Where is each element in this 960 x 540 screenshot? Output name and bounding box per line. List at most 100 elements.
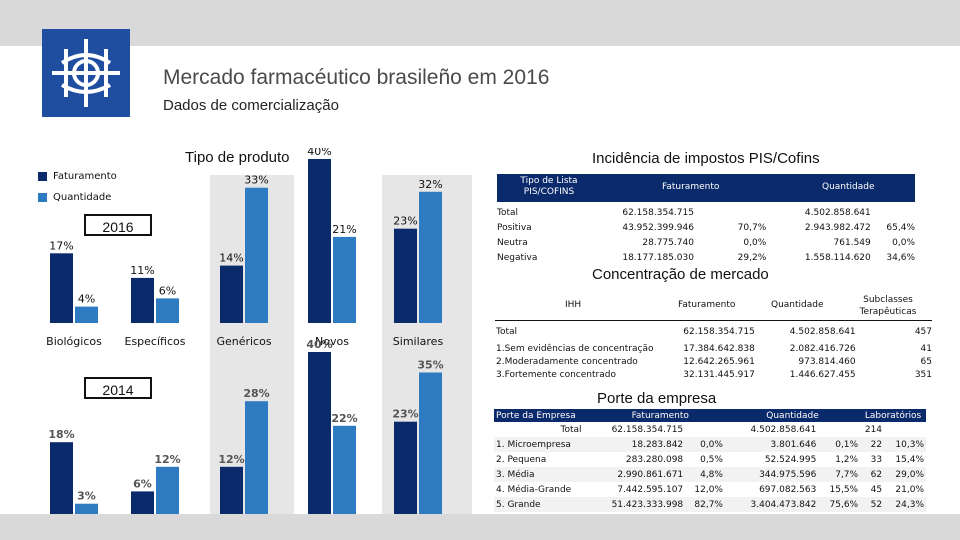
conc-row-faturamento: 32.131.445.917 bbox=[683, 369, 755, 380]
conc-row: 3.Fortemente concentrado 32.131.445.917 1.… bbox=[494, 368, 934, 381]
bar-data-label: 3% bbox=[77, 490, 96, 503]
pis-row-faturamento: 43.952.399.946 bbox=[622, 222, 694, 233]
bar-data-label: 17% bbox=[49, 239, 73, 252]
porte-row-label: 4. Média-Grande bbox=[496, 484, 572, 495]
porte-row-labs: 45 bbox=[870, 484, 883, 495]
conc-row-quantidade: 2.082.416.726 bbox=[789, 343, 856, 354]
legend-item-faturamento: Faturamento bbox=[38, 171, 117, 182]
conc-header-ihh: IHH bbox=[565, 300, 582, 310]
bar-data-label: 21% bbox=[332, 223, 356, 236]
top-band bbox=[0, 0, 960, 46]
bar-data-label: 40% bbox=[307, 148, 331, 158]
bar-data-label: 35% bbox=[417, 359, 443, 372]
legend-label-quantidade: Quantidade bbox=[53, 192, 112, 203]
bar-data-label: 40% bbox=[306, 338, 332, 351]
bar-2014-faturamento bbox=[308, 352, 331, 514]
porte-row: 1. Microempresa 18.283.842 0,0% 3.801.646 0,… bbox=[494, 437, 926, 452]
porte-row: Total 62.158.354.715 4.502.858.641 214 bbox=[494, 422, 926, 437]
pis-row: Total 62.158.354.715 4.502.858.641 bbox=[495, 205, 917, 220]
conc-row-subclasses: 351 bbox=[914, 369, 932, 380]
conc-header-subclasses: Subclasses Terapêuticas bbox=[859, 295, 917, 317]
conc-divider bbox=[495, 320, 932, 321]
bar-2014-faturamento bbox=[220, 466, 243, 514]
bar-2014-quantidade bbox=[419, 372, 442, 514]
pis-header-type: Tipo de Lista PIS/COFINS bbox=[520, 176, 578, 197]
pis-row-label: Positiva bbox=[497, 222, 532, 233]
porte-row-faturamento-pct bbox=[685, 422, 725, 437]
bar-data-label: 11% bbox=[130, 264, 154, 277]
porte-row-faturamento: 51.423.333.998 bbox=[611, 499, 684, 510]
conc-row-quantidade: 973.814.460 bbox=[798, 356, 856, 367]
bar-data-label: 4% bbox=[78, 293, 95, 306]
pis-header-faturamento: Faturamento bbox=[662, 182, 720, 192]
porte-row-labs: 52 bbox=[870, 499, 883, 510]
pis-row-quantidade: 4.502.858.641 bbox=[804, 207, 871, 218]
bar-data-label: 22% bbox=[331, 412, 357, 425]
pis-row-faturamento-pct: 0,0% bbox=[743, 237, 767, 248]
pis-row-quantidade: 1.558.114.620 bbox=[804, 252, 871, 263]
bar-data-label: 14% bbox=[219, 252, 243, 265]
porte-header-quantidade: Quantidade bbox=[724, 409, 861, 422]
bar-2016-faturamento bbox=[394, 228, 417, 323]
pis-row-faturamento-pct bbox=[696, 205, 768, 220]
conc-row-label: Total bbox=[496, 327, 518, 337]
pis-header-bar bbox=[497, 174, 915, 202]
pis-header-quantidade: Quantidade bbox=[822, 182, 875, 192]
porte-header-label: Porte da Empresa bbox=[494, 409, 596, 422]
legend-label-faturamento: Faturamento bbox=[53, 171, 117, 182]
bar-2014-faturamento bbox=[131, 491, 154, 514]
conc-title: Concentração de mercado bbox=[592, 266, 769, 283]
pis-row: Negativa 18.177.185.030 29,2% 1.558.114.620… bbox=[495, 250, 917, 265]
pis-row-label: Total bbox=[497, 207, 519, 218]
porte-row-quantidade: 52.524.995 bbox=[764, 454, 817, 465]
porte-row-faturamento: 18.283.842 bbox=[631, 439, 684, 450]
porte-row-label: 2. Pequena bbox=[496, 454, 547, 465]
porte-row-labs-pct: 24,3% bbox=[895, 499, 924, 510]
bar-data-label: 12% bbox=[154, 453, 180, 466]
pis-row-faturamento: 18.177.185.030 bbox=[622, 252, 694, 263]
porte-row: 2. Pequena 283.280.098 0,5% 52.524.995 1,2% 3… bbox=[494, 452, 926, 467]
conc-row-label: 1.Sem evidências de concentração bbox=[496, 343, 654, 354]
bar-2014-quantidade bbox=[245, 401, 268, 514]
conc-row-label: 3.Fortemente concentrado bbox=[496, 369, 616, 380]
conc-table: Total 62.158.354.715 4.502.858.641 457 1.Sem… bbox=[494, 322, 934, 381]
pis-table: Total 62.158.354.715 4.502.858.641 Positiva… bbox=[495, 205, 917, 265]
product-type-chart: Tipo de produto Faturamento Quantidade 1… bbox=[30, 148, 495, 514]
porte-row-faturamento: 2.990.861.671 bbox=[617, 469, 684, 480]
legend-swatch-faturamento bbox=[38, 171, 47, 181]
bottom-band bbox=[0, 514, 960, 540]
porte-row-faturamento: 62.158.354.715 bbox=[611, 424, 684, 435]
bar-data-label: 33% bbox=[244, 174, 268, 187]
pis-row-faturamento: 28.775.740 bbox=[642, 237, 694, 248]
pis-row-quantidade-pct bbox=[873, 205, 917, 220]
pis-row-quantidade: 2.943.982.472 bbox=[804, 222, 871, 233]
pis-row-quantidade-pct: 0,0% bbox=[892, 237, 915, 248]
porte-row-label: Total bbox=[560, 424, 582, 435]
bar-2014-quantidade bbox=[156, 466, 179, 514]
conc-row: 2.Moderadamente concentrado 12.642.265.96… bbox=[494, 355, 934, 368]
pis-row-faturamento-pct: 29,2% bbox=[737, 252, 767, 263]
bar-data-label: 12% bbox=[218, 453, 244, 466]
conc-row-quantidade: 1.446.627.455 bbox=[789, 369, 856, 380]
porte-row-faturamento-pct: 12,0% bbox=[694, 484, 723, 495]
porte-header-row: Porte da Empresa Faturamento Quantidade Lab… bbox=[494, 409, 926, 422]
conc-row: Total 62.158.354.715 4.502.858.641 457 bbox=[494, 322, 934, 342]
conc-row: 1.Sem evidências de concentração 17.384.6… bbox=[494, 342, 934, 355]
pis-row-label: Neutra bbox=[497, 237, 528, 248]
pis-row-quantidade-pct: 65,4% bbox=[886, 222, 915, 233]
porte-header-laboratorios: Laboratórios bbox=[860, 409, 926, 422]
conc-header-quantidade: Quantidade bbox=[771, 300, 824, 310]
porte-table: Porte da Empresa Faturamento Quantidade Lab… bbox=[494, 409, 926, 512]
pis-row-quantidade-pct: 34,6% bbox=[886, 252, 915, 263]
bar-data-label: 6% bbox=[133, 477, 152, 490]
porte-row-labs: 62 bbox=[870, 469, 883, 480]
category-tick-label: Específicos bbox=[125, 335, 186, 348]
logo-emblem-icon bbox=[52, 39, 120, 107]
conc-row-subclasses: 65 bbox=[920, 356, 932, 367]
porte-row-quantidade: 3.801.646 bbox=[770, 439, 817, 450]
bar-2016-quantidade bbox=[156, 298, 179, 323]
porte-row-labs-pct bbox=[884, 422, 926, 437]
porte-row-label: 3. Média bbox=[496, 469, 535, 480]
porte-row-quantidade-pct: 15,5% bbox=[829, 484, 859, 495]
porte-row-faturamento: 283.280.098 bbox=[625, 454, 684, 465]
